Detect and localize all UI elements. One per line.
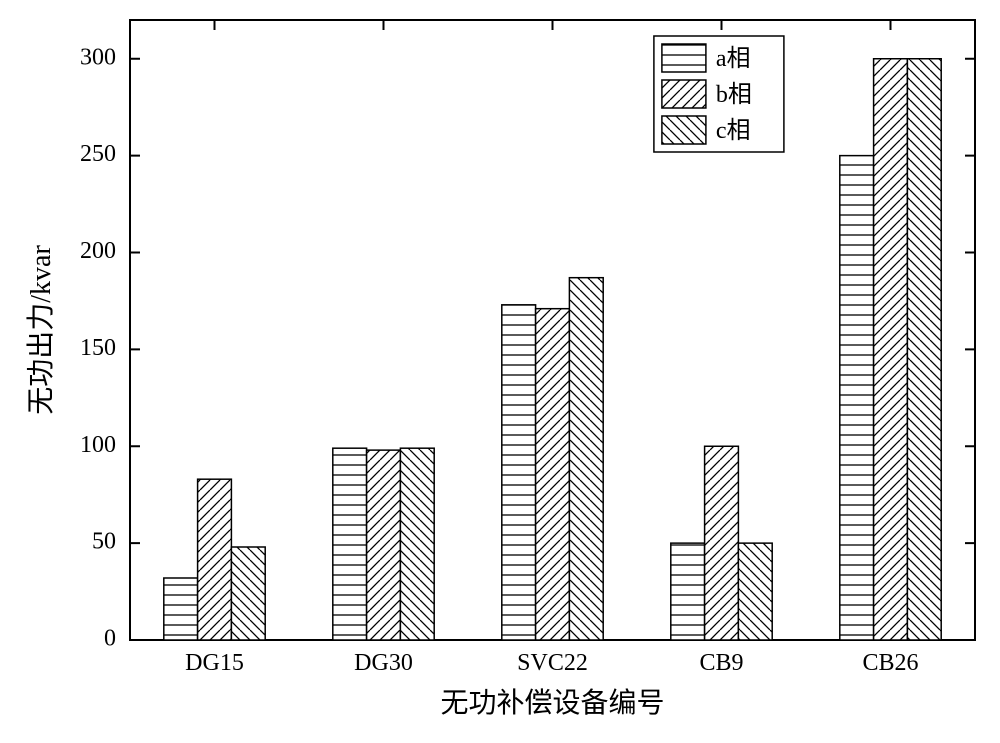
bar — [738, 543, 772, 640]
legend-label: c相 — [716, 117, 751, 144]
legend-swatch — [662, 44, 706, 72]
bar — [198, 479, 232, 640]
bar — [705, 446, 739, 640]
chart-container: 0 50 100 150 200 250 300 DG15 DG30 SVC22 CB9 CB26 无功… — [0, 0, 1000, 743]
y-tick-label: 100 — [80, 432, 116, 458]
bar — [502, 305, 536, 640]
y-tick-label: 150 — [80, 335, 116, 361]
bar-chart: 0 50 100 150 200 250 300 DG15 DG30 SVC22 CB9 CB26 无功… — [0, 0, 1000, 743]
x-tick-label: DG15 — [185, 650, 244, 676]
y-axis-label: 无功出力/kvar — [25, 245, 57, 415]
y-tick-label: 300 — [80, 44, 116, 70]
bar — [907, 59, 941, 640]
y-tick-label: 250 — [80, 141, 116, 167]
bar — [536, 309, 570, 640]
x-tick-label: SVC22 — [517, 650, 588, 676]
legend-swatch — [662, 116, 706, 144]
bar — [164, 578, 198, 640]
bar — [569, 278, 603, 640]
bar — [400, 448, 434, 640]
bar — [367, 450, 401, 640]
x-axis-label: 无功补偿设备编号 — [440, 687, 664, 719]
legend: a相 b相 c相 — [654, 36, 784, 152]
y-tick-label: 200 — [80, 238, 116, 264]
x-tick-label: CB9 — [699, 650, 743, 676]
x-tick-label: DG30 — [354, 650, 413, 676]
bar — [671, 543, 705, 640]
y-tick-label: 0 — [104, 626, 116, 652]
bar — [840, 156, 874, 640]
x-tick-label: CB26 — [862, 650, 918, 676]
legend-label: a相 — [716, 45, 751, 72]
legend-label: b相 — [716, 81, 752, 108]
bar — [333, 448, 367, 640]
y-tick-label: 50 — [92, 529, 116, 555]
legend-swatch — [662, 80, 706, 108]
bar — [231, 547, 265, 640]
bar — [874, 59, 908, 640]
